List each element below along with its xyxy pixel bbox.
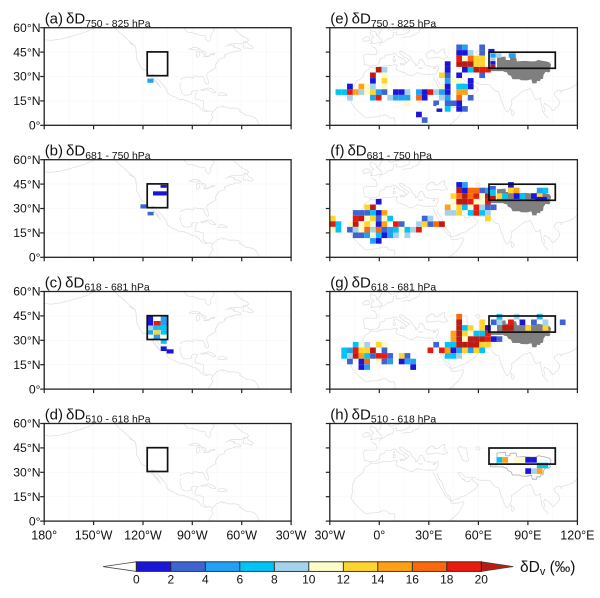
svg-text:60°N: 60°N <box>13 417 40 431</box>
svg-text:30°N: 30°N <box>13 202 40 216</box>
svg-text:15°N: 15°N <box>13 490 40 504</box>
svg-text:60°N: 60°N <box>13 153 40 167</box>
svg-text:30°W: 30°W <box>314 529 345 543</box>
svg-text:120°E: 120°E <box>560 529 594 543</box>
svg-text:18: 18 <box>440 573 454 587</box>
svg-text:0°: 0° <box>29 119 41 133</box>
svg-text:30°E: 30°E <box>415 529 442 543</box>
svg-text:15°N: 15°N <box>13 226 40 240</box>
svg-text:60°E: 60°E <box>465 529 492 543</box>
svg-text:45°N: 45°N <box>13 177 40 191</box>
svg-text:15°N: 15°N <box>13 358 40 372</box>
svg-text:150°W: 150°W <box>75 529 113 543</box>
svg-text:30°W: 30°W <box>276 529 307 543</box>
svg-text:16: 16 <box>406 573 420 587</box>
svg-text:15°N: 15°N <box>13 94 40 108</box>
svg-text:0°: 0° <box>373 529 385 543</box>
svg-text:8: 8 <box>271 573 278 587</box>
svg-text:30°N: 30°N <box>13 334 40 348</box>
svg-text:90°E: 90°E <box>514 529 541 543</box>
svg-text:20: 20 <box>475 573 489 587</box>
svg-text:90°W: 90°W <box>177 529 208 543</box>
svg-text:45°N: 45°N <box>13 45 40 59</box>
svg-text:180°: 180° <box>31 529 57 543</box>
svg-text:δDv (‰): δDv (‰) <box>520 559 575 578</box>
svg-text:14: 14 <box>371 573 385 587</box>
svg-text:2: 2 <box>167 573 174 587</box>
svg-text:0°: 0° <box>29 514 41 528</box>
svg-text:6: 6 <box>236 573 243 587</box>
svg-text:60°N: 60°N <box>13 285 40 299</box>
svg-text:30°N: 30°N <box>13 70 40 84</box>
svg-text:0°: 0° <box>29 251 41 265</box>
svg-text:12: 12 <box>337 573 351 587</box>
svg-text:30°N: 30°N <box>13 466 40 480</box>
svg-text:60°W: 60°W <box>226 529 257 543</box>
svg-text:45°N: 45°N <box>13 441 40 455</box>
svg-text:4: 4 <box>202 573 209 587</box>
svg-text:10: 10 <box>302 573 316 587</box>
svg-text:45°N: 45°N <box>13 309 40 323</box>
svg-text:0°: 0° <box>29 382 41 396</box>
svg-text:60°N: 60°N <box>13 21 40 35</box>
svg-text:0: 0 <box>133 573 140 587</box>
svg-text:120°W: 120°W <box>124 529 162 543</box>
